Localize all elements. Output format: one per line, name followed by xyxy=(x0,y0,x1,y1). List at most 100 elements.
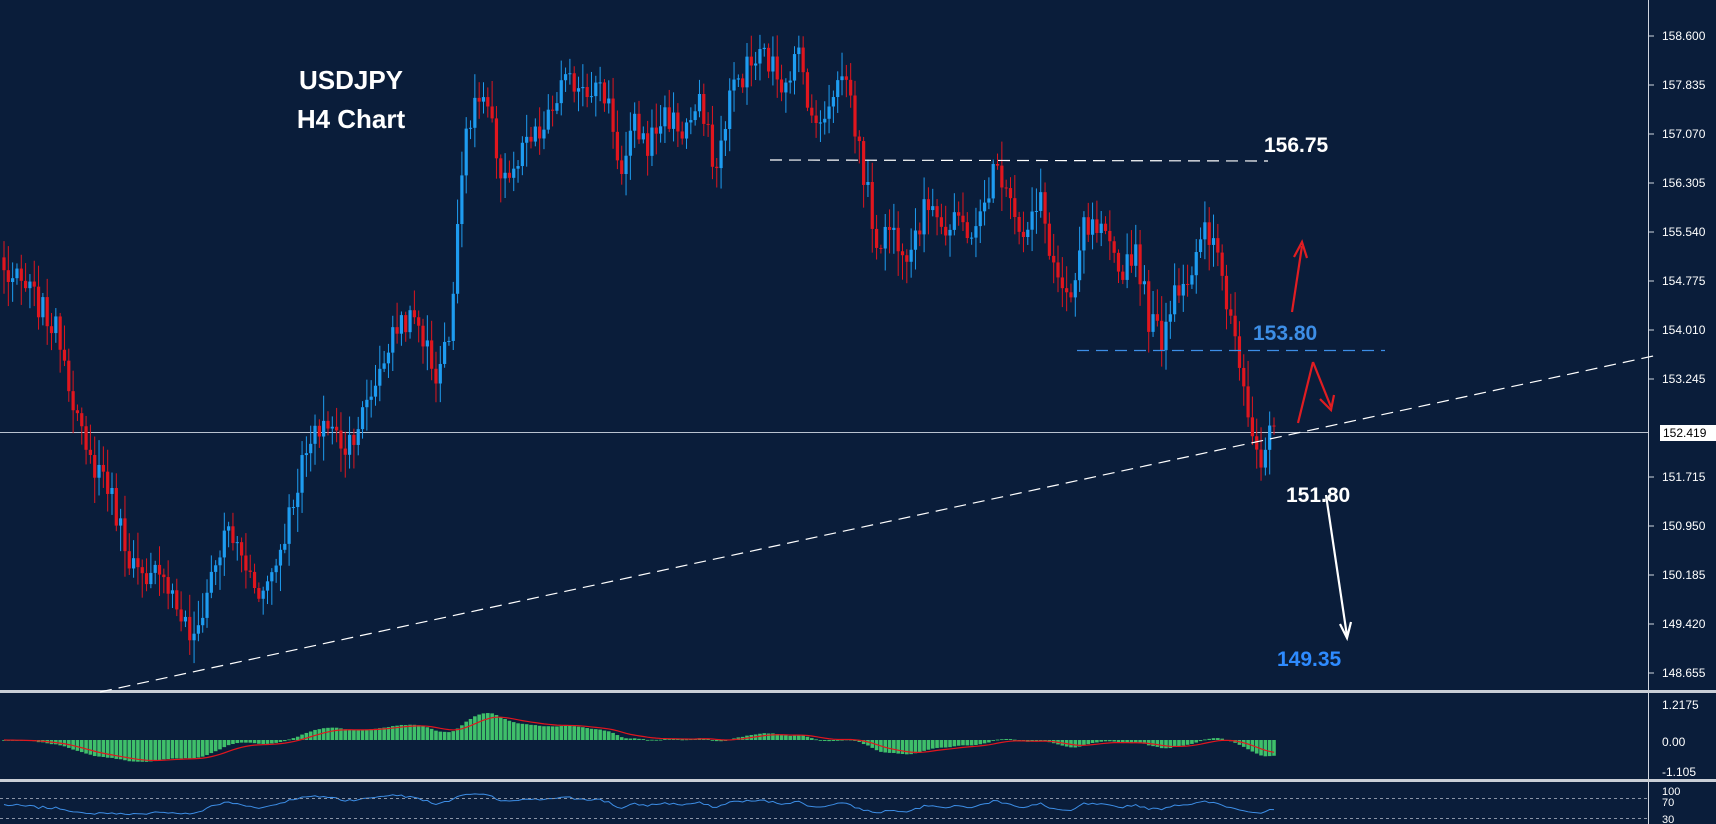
macd-bar xyxy=(792,735,797,740)
macd-bar xyxy=(265,740,270,744)
candle-body xyxy=(736,78,740,80)
candle-body xyxy=(602,82,607,104)
chart-title: USDJPY xyxy=(299,65,403,95)
candle-body xyxy=(879,247,883,249)
macd-bar xyxy=(434,730,438,740)
candle-body xyxy=(347,434,352,455)
macd-bar xyxy=(680,739,684,741)
macd-bar xyxy=(1086,740,1091,745)
macd-bar xyxy=(1133,740,1138,743)
macd-bar xyxy=(97,740,101,757)
candle-body xyxy=(952,212,956,230)
macd-bar xyxy=(520,723,525,740)
candle-body xyxy=(369,396,373,400)
candle-body xyxy=(1056,262,1060,278)
candle-body xyxy=(1034,210,1039,212)
candle-body xyxy=(1259,449,1263,468)
macd-signal-line xyxy=(3,716,1275,762)
macd-bar xyxy=(991,740,996,741)
candle-body xyxy=(162,574,166,578)
macd-bar xyxy=(503,718,507,740)
candle-body xyxy=(922,199,926,235)
macd-bar xyxy=(784,735,788,740)
macd-bar xyxy=(667,739,672,740)
macd-bar xyxy=(1211,738,1216,740)
candle-body xyxy=(624,155,628,174)
panel-separator-macd xyxy=(0,690,1716,693)
macd-bar xyxy=(568,725,572,740)
candle-body xyxy=(499,158,503,179)
candle-body xyxy=(1116,252,1121,272)
macd-bar xyxy=(641,739,646,740)
macd-bar xyxy=(321,728,326,740)
candle-body xyxy=(62,349,67,361)
macd-bar xyxy=(339,728,343,740)
macd-bar xyxy=(170,740,175,759)
candle-body xyxy=(1021,231,1026,238)
candlestick-series xyxy=(2,34,1276,664)
candle-body xyxy=(166,577,170,594)
macd-bar xyxy=(1168,740,1173,749)
candle-body xyxy=(516,166,520,169)
candle-body xyxy=(170,590,175,594)
candle-body xyxy=(1121,271,1125,280)
macd-bar xyxy=(542,726,546,740)
candle-body xyxy=(1263,449,1267,468)
candle-body xyxy=(283,543,287,550)
candle-body xyxy=(119,518,123,526)
macd-bar xyxy=(1103,740,1108,742)
macd-bar xyxy=(1164,740,1168,749)
candle-body xyxy=(615,131,620,161)
candle-body xyxy=(611,98,615,132)
candle-body xyxy=(546,109,550,130)
candle-body xyxy=(788,80,792,83)
candle-body xyxy=(646,133,650,156)
candle-body xyxy=(136,558,140,568)
candle-body xyxy=(1194,252,1198,276)
candle-body xyxy=(481,97,486,102)
candle-body xyxy=(961,215,965,223)
candle-body xyxy=(654,127,658,134)
macd-bar xyxy=(762,733,767,740)
candle-body xyxy=(438,363,442,384)
candle-body xyxy=(183,616,188,622)
price-tick-label: 156.305 xyxy=(1662,176,1706,190)
candle-body xyxy=(563,74,568,81)
price-axis: 158.600 157.835 157.070 156.305 155.540 154.7… xyxy=(1648,29,1706,680)
candle-body xyxy=(239,542,244,556)
candle-body xyxy=(477,97,481,102)
candle-body xyxy=(754,63,758,66)
candle-body xyxy=(1242,367,1246,387)
macd-bar xyxy=(490,713,494,740)
candle-body xyxy=(931,206,935,211)
candle-body xyxy=(464,128,468,176)
candle-body xyxy=(965,222,969,239)
candle-body xyxy=(235,542,239,544)
candle-body xyxy=(140,567,144,574)
macd-bar xyxy=(421,726,425,740)
candle-body xyxy=(97,464,101,478)
macd-bar xyxy=(356,730,361,740)
candle-body xyxy=(779,79,784,93)
candle-body xyxy=(149,572,153,585)
macd-bar xyxy=(624,738,628,740)
macd-bar xyxy=(1108,740,1112,742)
candle-body xyxy=(676,112,680,132)
candle-body xyxy=(874,228,879,248)
candle-body xyxy=(1082,217,1086,251)
macd-bar xyxy=(460,725,464,740)
macd-bar xyxy=(179,740,183,759)
macd-bar xyxy=(187,740,192,759)
candle-body xyxy=(317,425,321,437)
candle-body xyxy=(1086,217,1090,235)
candle-body xyxy=(944,226,948,236)
macd-bar xyxy=(282,740,287,742)
candle-body xyxy=(265,581,270,591)
candle-body xyxy=(41,297,45,318)
candle-body xyxy=(1073,280,1077,298)
candle-body xyxy=(1246,386,1250,418)
level-label-156-75: 156.75 xyxy=(1264,134,1329,157)
macd-bar xyxy=(1000,739,1004,741)
macd-bar xyxy=(766,733,771,740)
